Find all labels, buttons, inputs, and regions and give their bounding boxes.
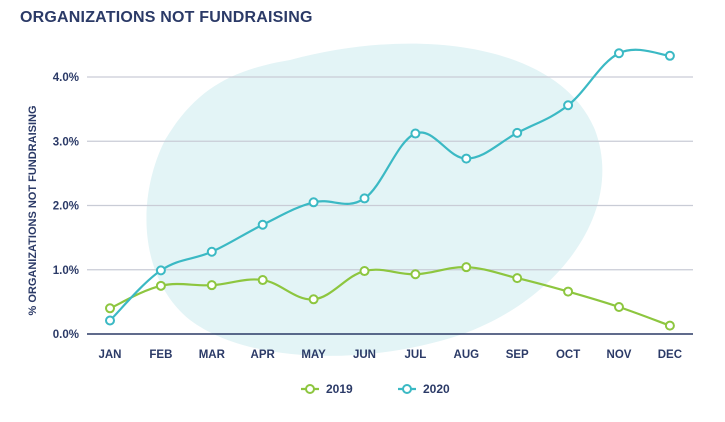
data-point-2020 <box>461 153 472 164</box>
series-line-2020 <box>109 48 671 322</box>
x-tick-label: JUL <box>405 349 427 361</box>
x-tick-label: MAR <box>199 349 226 361</box>
data-point-2019 <box>359 266 370 277</box>
x-tick-label: APR <box>251 349 276 361</box>
data-point-2019 <box>512 273 523 284</box>
data-point-2019 <box>461 262 472 273</box>
data-point-2019 <box>664 320 675 331</box>
data-point-2020 <box>155 265 166 276</box>
data-point-2020 <box>410 128 421 139</box>
y-tick-label: 2.0% <box>53 201 79 213</box>
data-point-2019 <box>410 269 421 280</box>
legend-label: 2020 <box>423 382 450 396</box>
data-point-2020 <box>563 100 574 111</box>
data-point-2020 <box>206 246 217 257</box>
x-tick-label: FEB <box>149 349 172 361</box>
x-tick-label: AUG <box>454 349 480 361</box>
data-point-2020 <box>664 50 675 61</box>
data-point-2020 <box>359 193 370 204</box>
data-point-2019 <box>257 275 268 286</box>
y-tick-label: 1.0% <box>53 265 79 277</box>
y-tick-label: 0.0% <box>53 329 79 341</box>
series-2020 <box>105 48 675 326</box>
legend-item-2020: 2020 <box>398 382 450 396</box>
data-point-2019 <box>614 302 624 313</box>
x-tick-label: DEC <box>658 349 682 361</box>
x-tick-label: JUN <box>353 349 376 361</box>
data-point-2019 <box>105 303 115 314</box>
data-point-2019 <box>206 280 217 291</box>
legend-item-2019: 2019 <box>301 382 353 396</box>
data-point-2020 <box>257 219 268 230</box>
background-blob <box>146 43 603 356</box>
data-point-2020 <box>512 127 523 138</box>
legend-label: 2019 <box>326 382 353 396</box>
legend-marker <box>305 384 315 394</box>
data-point-2020 <box>308 197 319 208</box>
x-tick-label: SEP <box>506 349 529 361</box>
y-axis-ticks: 0.0% 1.0% 2.0% 3.0% 4.0% <box>53 72 79 341</box>
x-tick-label: JAN <box>98 349 121 361</box>
legend-marker <box>402 384 412 394</box>
data-point-2020 <box>105 315 115 326</box>
data-point-2020 <box>614 48 624 59</box>
legend: 2019 2020 <box>301 382 450 396</box>
x-tick-label: NOV <box>607 349 632 361</box>
series-group <box>105 48 675 331</box>
data-point-2019 <box>308 294 319 305</box>
grid-lines <box>87 76 693 271</box>
data-point-2019 <box>563 286 574 297</box>
x-axis-ticks: JAN FEB MAR APR MAY JUN JUL AUG SEP OCT NOV DEC <box>98 349 682 361</box>
y-tick-label: 3.0% <box>53 136 79 148</box>
data-point-2019 <box>155 280 166 291</box>
series-2019 <box>105 262 675 331</box>
x-tick-label: OCT <box>556 349 580 361</box>
chart-title: ORGANIZATIONS NOT FUNDRAISING <box>20 9 313 26</box>
x-tick-label: MAY <box>301 349 326 361</box>
y-tick-label: 4.0% <box>53 72 79 84</box>
y-axis-label: % ORGANIZATIONS NOT FUNDRAISING <box>27 105 39 315</box>
